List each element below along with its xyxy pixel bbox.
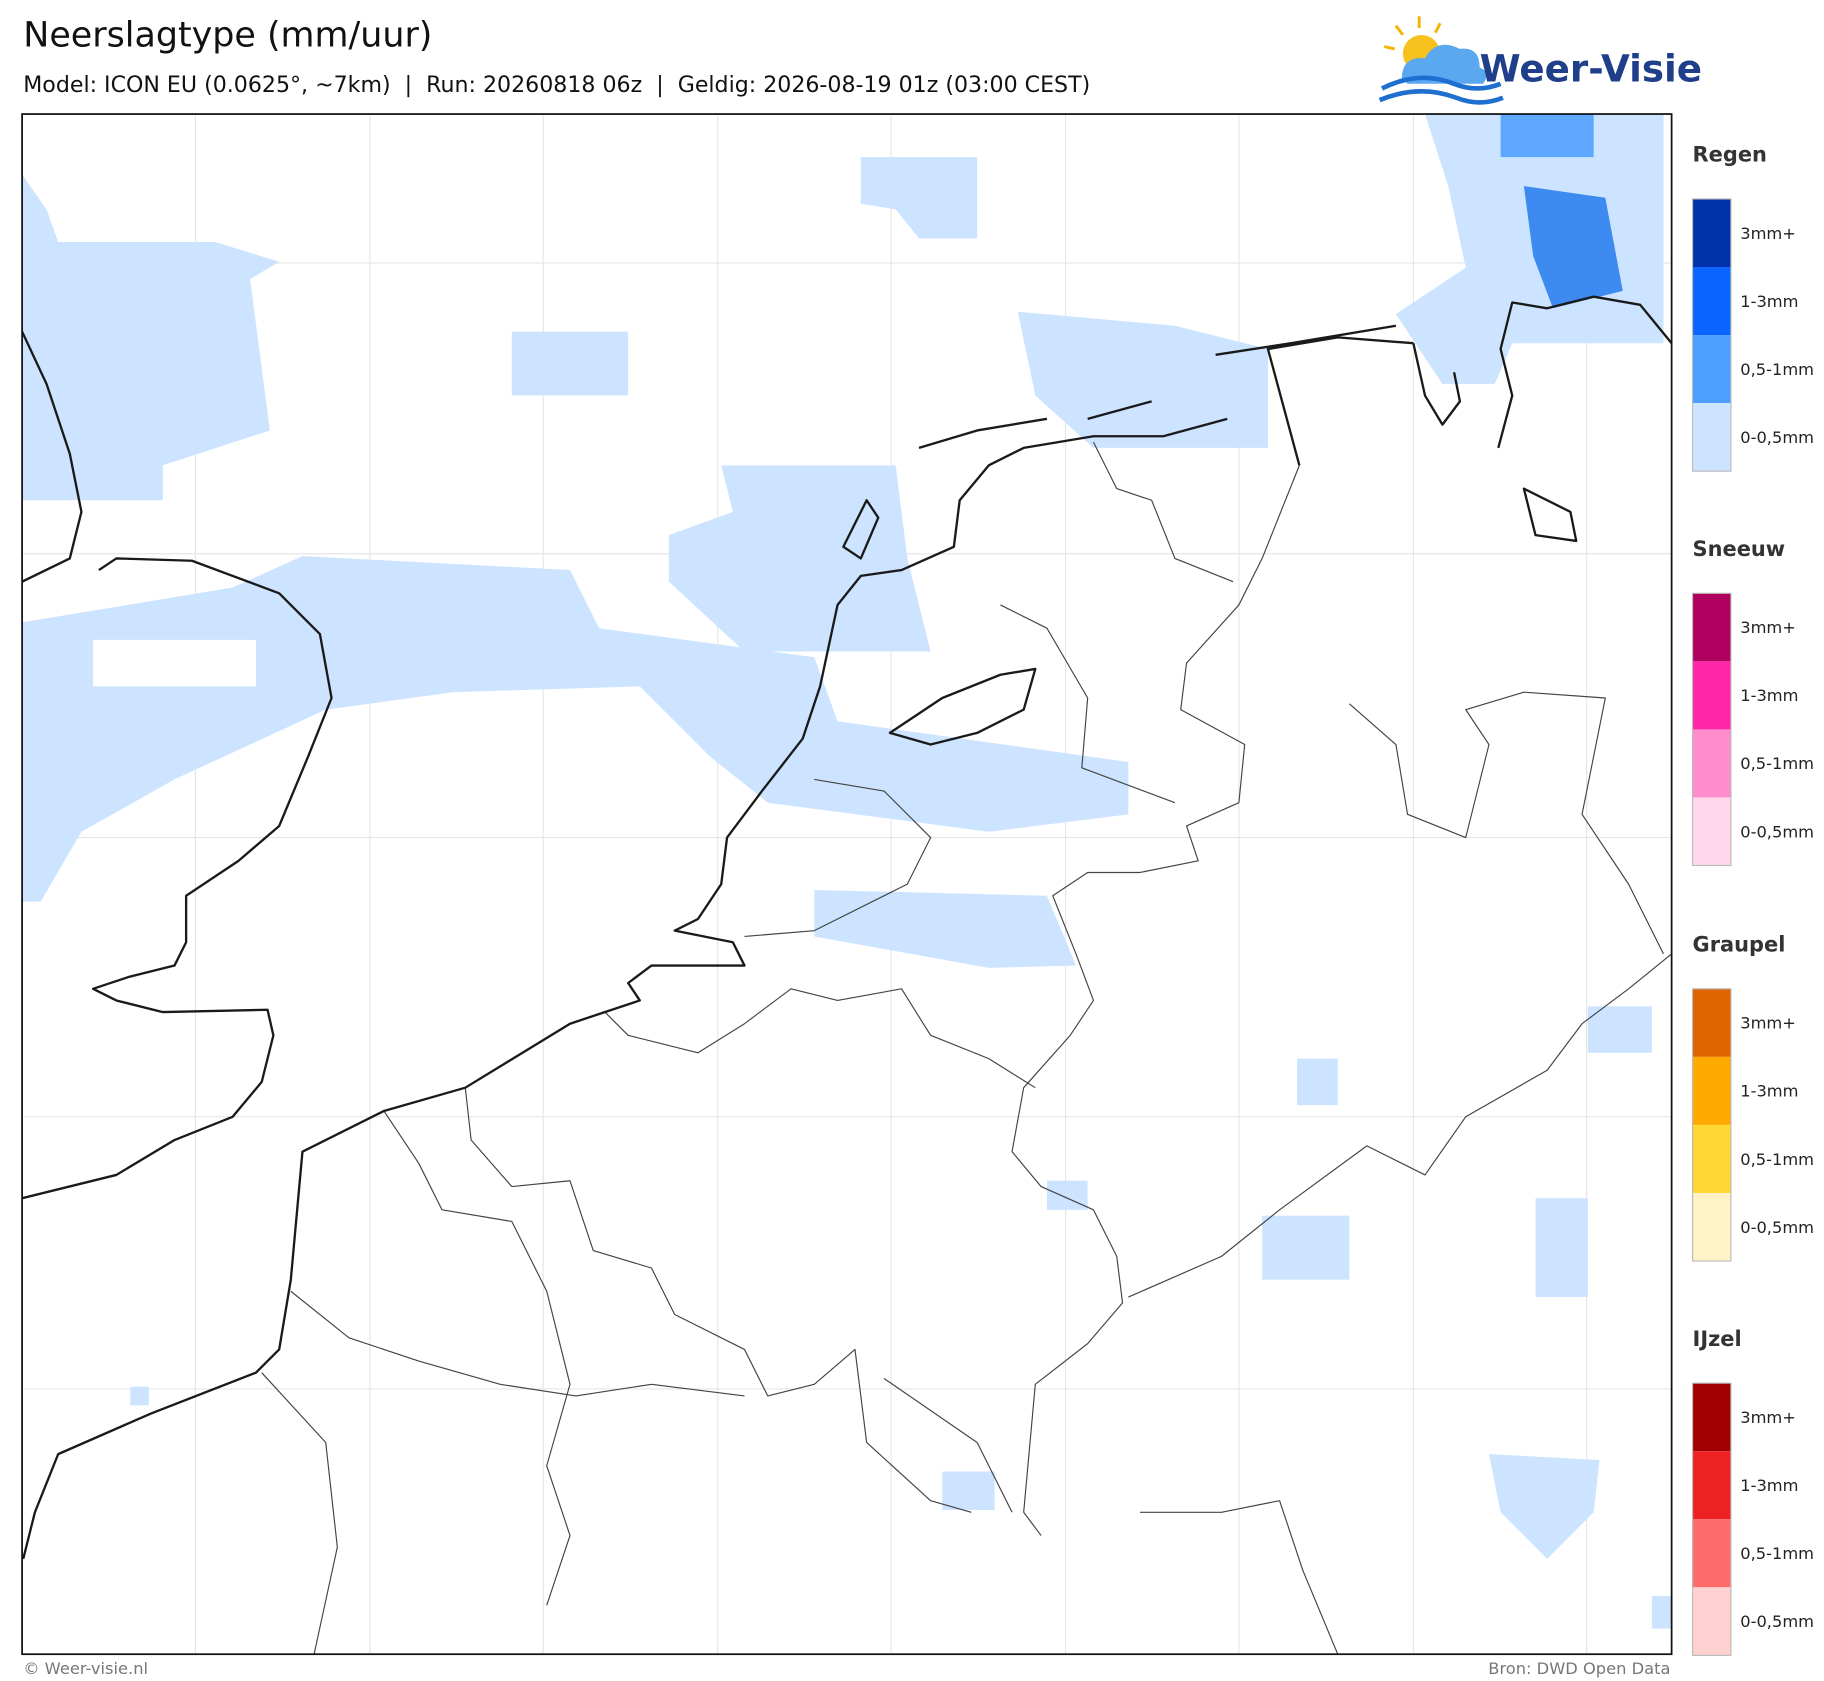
legend-label: 3mm+ [1740, 1408, 1796, 1427]
legend-label: 0-0,5mm [1740, 822, 1814, 841]
borders [261, 441, 1672, 1655]
legend-label: 0,5-1mm [1740, 1544, 1814, 1563]
legend-label: 1-3mm [1740, 292, 1798, 311]
legend-label: 1-3mm [1740, 1082, 1798, 1101]
legend-swatch [1692, 797, 1731, 866]
legend-swatch [1692, 988, 1731, 1057]
legend-swatch [1692, 729, 1731, 798]
graticule [22, 114, 1672, 1655]
legend-group-title: Sneeuw [1693, 537, 1786, 561]
legend-swatch [1692, 1383, 1731, 1452]
subtitle: Model: ICON EU (0.0625°, ~7km) | Run: 20… [23, 72, 1090, 98]
legend-label: 0,5-1mm [1740, 1150, 1814, 1169]
legend-swatch-frame [1691, 592, 1732, 867]
legend-swatch [1692, 593, 1731, 662]
legend-swatch [1692, 1192, 1731, 1262]
title: Neerslagtype (mm/uur) [23, 16, 432, 56]
map-background [22, 114, 1672, 1655]
legend-swatch [1692, 198, 1731, 268]
legend-label: 0-0,5mm [1740, 1612, 1814, 1631]
legend-swatch [1692, 1056, 1731, 1125]
legend-label: 3mm+ [1740, 224, 1796, 243]
legend-label: 3mm+ [1740, 618, 1796, 637]
legend-label: 0-0,5mm [1740, 428, 1814, 447]
legend: Regen 3mm+ 1-3mm 0,5-1mm 0-0,5mm Sneeuw 3mm+ 1-… [1691, 143, 1814, 1656]
precipitation [22, 114, 1672, 1629]
legend-label: 1-3mm [1740, 686, 1798, 705]
coastline [22, 295, 1672, 1560]
legend-group-title: Regen [1693, 143, 1767, 167]
legend-group-title: Graupel [1693, 933, 1786, 957]
map [21, 113, 1673, 1656]
legend-swatch-frame [1691, 198, 1732, 472]
legend-swatch [1692, 335, 1731, 404]
footer-left: © Weer-visie.nl [23, 1659, 148, 1678]
legend-swatch-frame [1691, 988, 1732, 1262]
legend-label: 1-3mm [1740, 1476, 1798, 1495]
legend-swatch [1692, 661, 1731, 730]
legend-swatch [1692, 267, 1731, 336]
logo-text: Weer-Visie [1480, 46, 1702, 90]
legend-swatch [1692, 403, 1731, 472]
legend-label: 0-0,5mm [1740, 1218, 1814, 1237]
legend-swatch [1692, 1124, 1731, 1193]
map-frame [21, 113, 1673, 1656]
legend-swatch [1692, 1587, 1731, 1656]
legend-swatch [1692, 1519, 1731, 1588]
legend-group-title: IJzel [1693, 1327, 1742, 1351]
legend-label: 0,5-1mm [1740, 754, 1814, 773]
legend-swatch-frame [1691, 1382, 1732, 1656]
legend-swatch [1692, 1451, 1731, 1520]
footer-right: Bron: DWD Open Data [1488, 1659, 1670, 1678]
legend-label: 3mm+ [1740, 1014, 1796, 1033]
legend-label: 0,5-1mm [1740, 360, 1814, 379]
logo: Weer-Visie [1378, 16, 1702, 105]
